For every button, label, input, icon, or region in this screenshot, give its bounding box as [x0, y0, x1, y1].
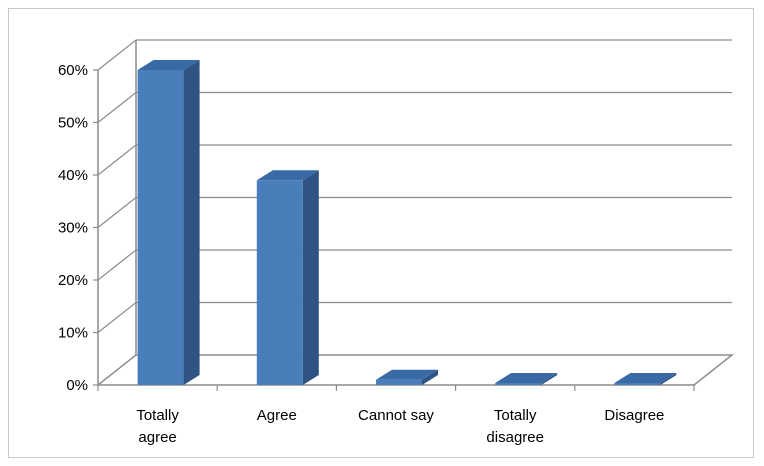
y-tick-label: 20%	[58, 272, 88, 289]
gridlines	[97, 39, 732, 333]
bar-side	[660, 373, 677, 385]
x-category-label: Agree	[257, 407, 297, 424]
x-category-label: Disagree	[604, 407, 664, 424]
bar-front	[137, 70, 184, 385]
bar	[256, 170, 319, 385]
gridline-diagonal	[97, 144, 137, 176]
x-category-label: Cannot say	[358, 407, 434, 424]
bar	[495, 373, 558, 385]
bar-top	[614, 373, 677, 383]
bar-top	[376, 369, 438, 380]
bar-side	[422, 369, 438, 385]
bar-front	[376, 379, 422, 385]
bar	[137, 60, 200, 385]
y-tick-label: 10%	[58, 325, 88, 342]
y-tick-label: 30%	[58, 220, 88, 237]
bar-top	[495, 373, 558, 383]
floor-outline	[97, 354, 735, 386]
bar-side	[302, 170, 319, 385]
bar-front	[495, 383, 542, 385]
bar-side	[541, 373, 558, 385]
bar-side	[183, 60, 200, 385]
y-tick-label: 40%	[58, 167, 88, 184]
y-tick-label: 60%	[58, 62, 88, 79]
bar-front	[614, 383, 661, 385]
x-category-label: Totally agree	[136, 407, 179, 446]
gridline-diagonal	[97, 92, 137, 123]
gridline-diagonal	[97, 249, 137, 281]
bars	[137, 60, 677, 385]
gridline-diagonal	[97, 197, 137, 228]
bar-front	[256, 180, 303, 385]
y-axis-ticks: 0% 10% 20% 30% 40% 50% 60%	[58, 62, 98, 394]
y-tick-label: 0%	[66, 377, 88, 394]
bar-top	[137, 60, 200, 70]
bar	[614, 373, 677, 385]
gridline-diagonal	[97, 302, 137, 333]
x-category-label: Totally disagree	[486, 407, 544, 446]
gridline-diagonal	[97, 39, 137, 71]
y-tick-label: 50%	[58, 115, 88, 132]
x-axis-categories: Totally agree Agree Cannot say Totally disagr…	[97, 385, 695, 446]
bar	[376, 369, 438, 385]
bar-top	[256, 170, 319, 181]
